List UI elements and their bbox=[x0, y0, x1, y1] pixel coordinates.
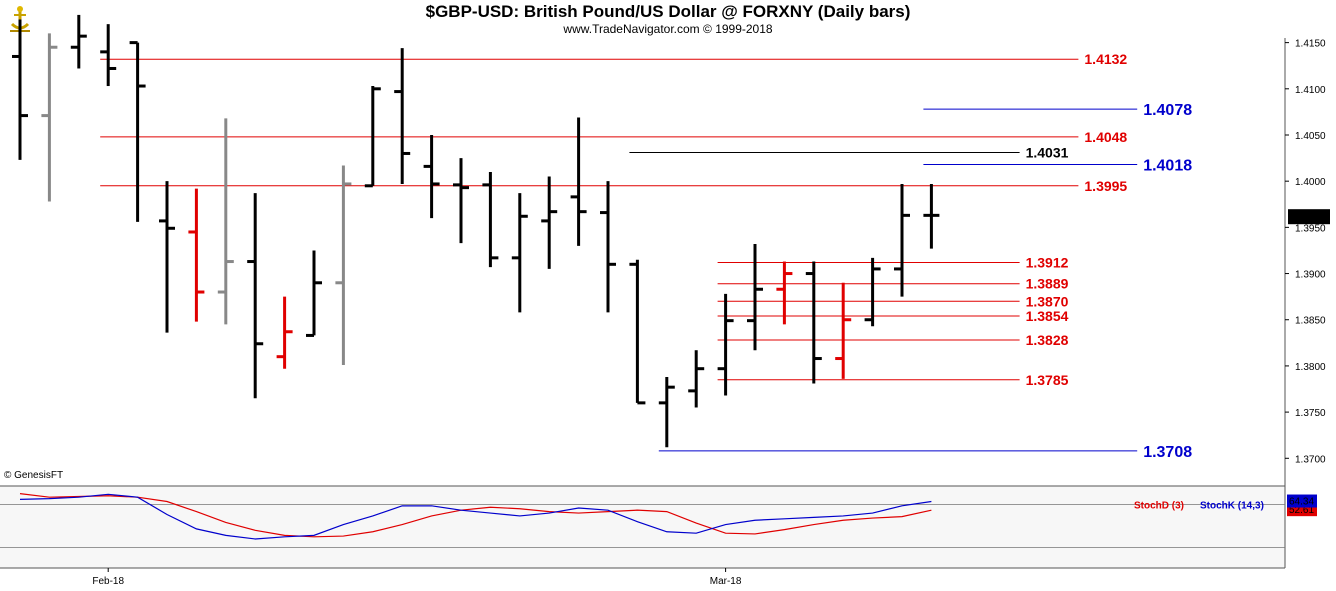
y-tick-label: 1.3750 bbox=[1295, 408, 1326, 419]
level-label: 1.4018 bbox=[1143, 158, 1192, 175]
ohlc-bar bbox=[276, 296, 293, 369]
stochastic-pane bbox=[0, 486, 1285, 568]
y-tick-label: 1.3950 bbox=[1295, 223, 1326, 234]
ohlc-bar bbox=[159, 181, 175, 333]
stoch-value-label: 52.61 bbox=[1289, 505, 1314, 516]
ohlc-bar bbox=[482, 171, 499, 268]
y-tick-label: 1.4100 bbox=[1295, 85, 1326, 96]
axis-background bbox=[1286, 38, 1336, 568]
ohlc-bar bbox=[217, 118, 234, 325]
level-label: 1.3854 bbox=[1026, 308, 1069, 324]
level-label: 1.3995 bbox=[1084, 178, 1127, 194]
level-label: 1.3828 bbox=[1026, 332, 1069, 348]
ohlc-bar bbox=[394, 48, 411, 184]
y-tick-label: 1.3850 bbox=[1295, 316, 1326, 327]
ohlc-bar bbox=[129, 41, 146, 222]
ohlc-bar bbox=[453, 158, 469, 244]
y-tick-label: 1.3800 bbox=[1295, 362, 1326, 373]
ohlc-bar bbox=[600, 181, 616, 313]
level-label: 1.4031 bbox=[1026, 145, 1069, 161]
ohlc-bar bbox=[41, 33, 58, 202]
ohlc-bar bbox=[247, 193, 264, 399]
copyright-label: © GenesisFT bbox=[4, 470, 63, 481]
chart-header: $GBP-USD: British Pound/US Dollar @ FORX… bbox=[0, 0, 1336, 38]
ohlc-bar bbox=[835, 282, 852, 379]
ohlc-bar bbox=[423, 134, 440, 219]
y-tick-label: 1.3700 bbox=[1295, 454, 1326, 465]
x-tick-label: Feb-18 bbox=[92, 576, 124, 587]
ohlc-bar bbox=[923, 183, 940, 249]
level-label: 1.3870 bbox=[1026, 293, 1069, 309]
level-label: 1.4048 bbox=[1084, 129, 1127, 145]
last-price-label: 1.3961 bbox=[1291, 213, 1322, 224]
level-label: 1.4078 bbox=[1143, 102, 1192, 119]
ohlc-bar bbox=[511, 193, 528, 313]
ohlc-bar bbox=[894, 183, 910, 297]
ohlc-bar bbox=[805, 261, 822, 384]
ohlc-bar bbox=[658, 377, 675, 448]
ohlc-bar bbox=[306, 250, 322, 337]
ohlc-bar bbox=[629, 259, 646, 405]
stoch-legend-k: StochK (14,3) bbox=[1200, 500, 1264, 511]
ohlc-bar bbox=[717, 293, 734, 396]
ohlc-bar bbox=[335, 165, 352, 365]
ohlc-bar bbox=[70, 14, 87, 69]
stoch-value-label: 64.34 bbox=[1289, 497, 1314, 508]
level-label: 1.3785 bbox=[1026, 372, 1069, 388]
y-tick-label: 1.4150 bbox=[1295, 39, 1326, 50]
y-tick-label: 1.4050 bbox=[1295, 131, 1326, 142]
ohlc-bar bbox=[12, 19, 28, 160]
level-label: 1.4132 bbox=[1084, 51, 1127, 67]
y-tick-label: 1.4000 bbox=[1295, 177, 1326, 188]
ohlc-bar bbox=[747, 243, 763, 351]
stoch-value-tag bbox=[1287, 494, 1317, 508]
level-label: 1.3889 bbox=[1026, 276, 1069, 292]
level-label: 1.3708 bbox=[1143, 444, 1192, 461]
ohlc-bar bbox=[688, 350, 705, 408]
ohlc-bar bbox=[570, 117, 587, 246]
last-price-tag bbox=[1288, 209, 1330, 225]
ohlc-bar bbox=[100, 24, 117, 87]
ohlc-bar bbox=[364, 86, 381, 188]
ohlc-bar bbox=[188, 188, 205, 322]
ohlc-bar bbox=[541, 176, 558, 269]
chart-title: $GBP-USD: British Pound/US Dollar @ FORX… bbox=[425, 2, 911, 21]
chart-subtitle: www.TradeNavigator.com © 1999-2018 bbox=[563, 22, 773, 36]
y-tick-label: 1.3900 bbox=[1295, 270, 1326, 281]
stoch-line bbox=[19, 493, 932, 540]
price-pane bbox=[0, 38, 1285, 486]
stoch-line bbox=[19, 493, 932, 538]
stoch-legend-d: StochD (3) bbox=[1134, 500, 1184, 511]
level-label: 1.3912 bbox=[1026, 254, 1069, 270]
ohlc-bar bbox=[864, 257, 881, 327]
ohlc-bar bbox=[776, 261, 793, 325]
x-tick-label: Mar-18 bbox=[710, 576, 742, 587]
